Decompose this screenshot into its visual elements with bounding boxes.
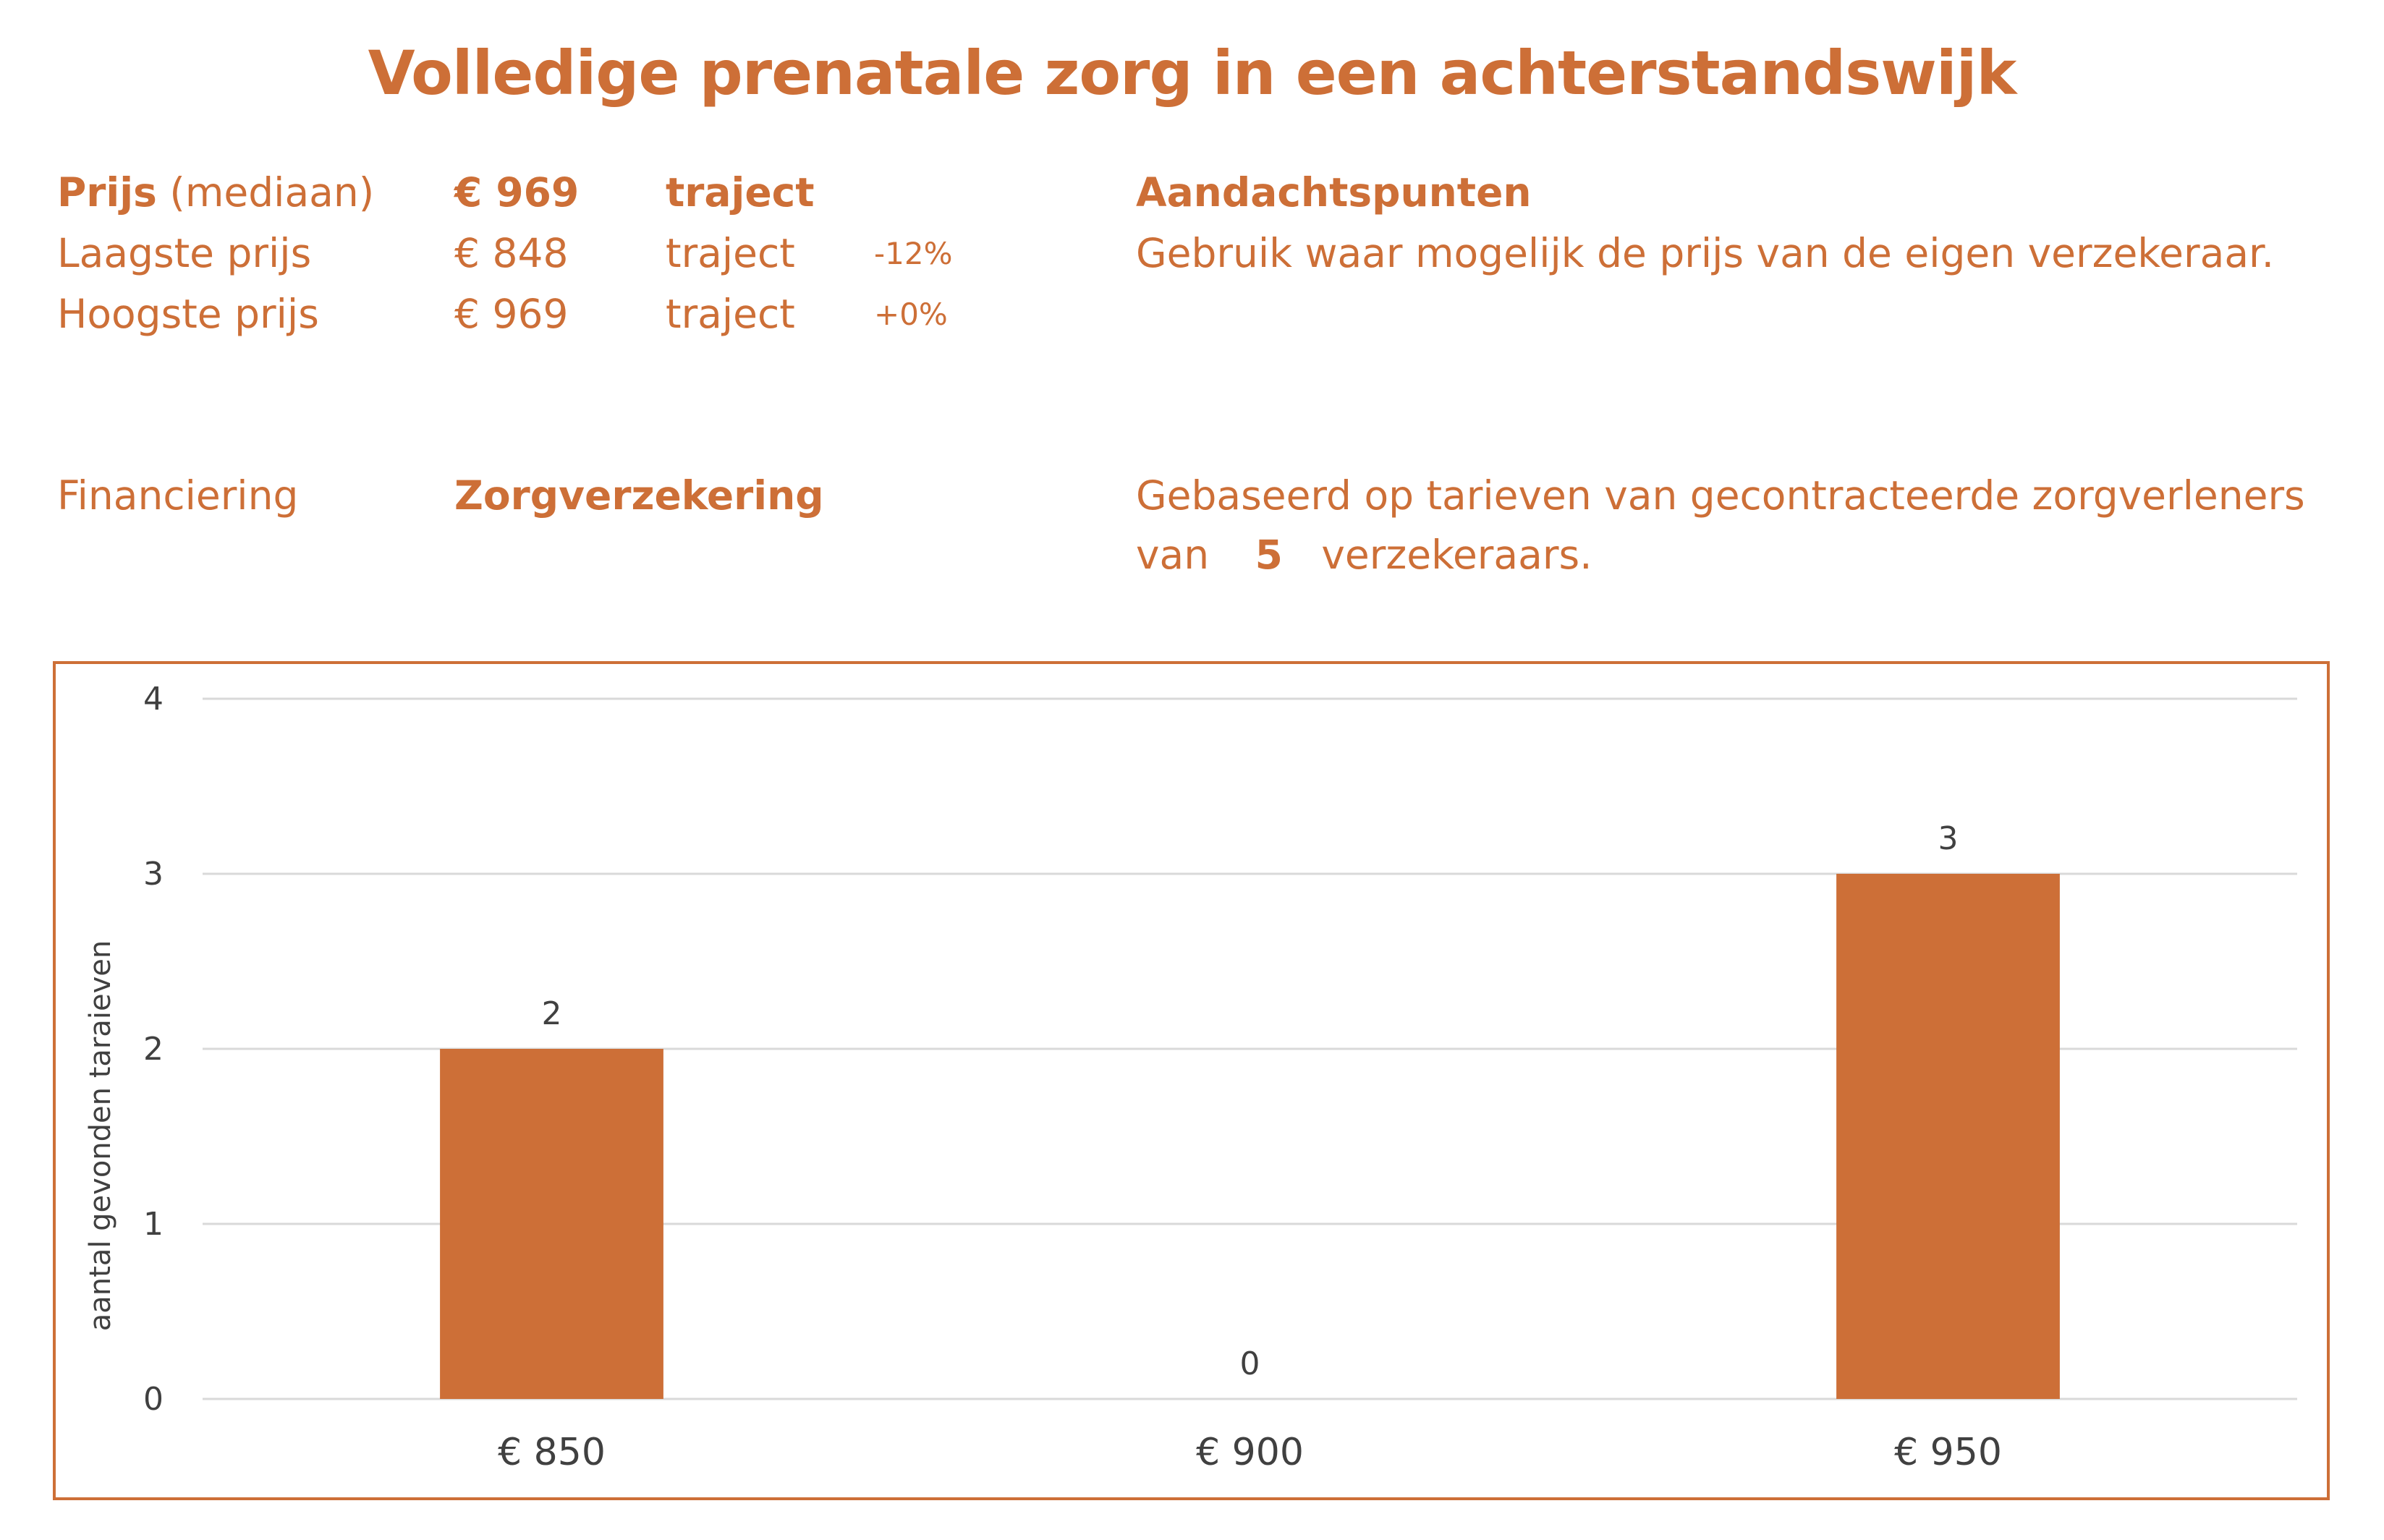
y-axis-label: aantal gevonden taraieven — [84, 940, 117, 1331]
y-tick-label: 2 — [143, 1031, 164, 1068]
y-tick-label: 0 — [143, 1381, 164, 1418]
y-tick-label: 3 — [143, 856, 164, 893]
financing-label: Financiering — [57, 472, 299, 519]
page-title: Volledige prenatale zorg in een achterst… — [368, 38, 2017, 109]
data-label: 2 — [542, 995, 562, 1032]
bar — [440, 1049, 663, 1399]
lowest-price-unit: traject — [666, 230, 795, 276]
price-label-row: Prijs (mediaan) — [57, 169, 374, 216]
price-unit: traject — [666, 169, 815, 216]
highest-price-value: € 969 — [454, 291, 569, 337]
price-label: Prijs — [57, 169, 157, 216]
highest-price-label: Hoogste prijs — [57, 291, 319, 337]
notes-heading: Aandachtspunten — [1136, 169, 1532, 216]
financing-basis-line2: van 5 verzekeraars. — [1136, 532, 1592, 578]
highest-price-unit: traject — [666, 291, 795, 337]
financing-basis-suffix: verzekeraars. — [1321, 532, 1592, 578]
x-tick-label: € 950 — [1894, 1431, 2002, 1474]
notes-text: Gebruik waar mogelijk de prijs van de ei… — [1136, 230, 2275, 276]
price-qualifier: (mediaan) — [156, 169, 375, 216]
price-value: € 969 — [454, 169, 580, 216]
highest-price-delta: +0% — [874, 297, 948, 332]
lowest-price-value: € 848 — [454, 230, 569, 276]
financing-value: Zorgverzekering — [454, 472, 824, 519]
x-tick-label: € 900 — [1196, 1431, 1304, 1474]
data-label: 0 — [1240, 1345, 1260, 1382]
lowest-price-delta: -12% — [874, 236, 953, 271]
y-tick-label: 1 — [143, 1206, 164, 1243]
data-label: 3 — [1938, 820, 1959, 857]
x-tick-label: € 850 — [498, 1431, 606, 1474]
y-tick-label: 4 — [143, 681, 164, 718]
financing-basis-count: 5 — [1255, 532, 1283, 578]
financing-basis-line1: Gebaseerd op tarieven van gecontracteerd… — [1136, 472, 2305, 519]
chart-frame — [53, 661, 2330, 1500]
bar — [1836, 874, 2060, 1399]
financing-basis-prefix: van — [1136, 532, 1210, 578]
lowest-price-label: Laagste prijs — [57, 230, 312, 276]
